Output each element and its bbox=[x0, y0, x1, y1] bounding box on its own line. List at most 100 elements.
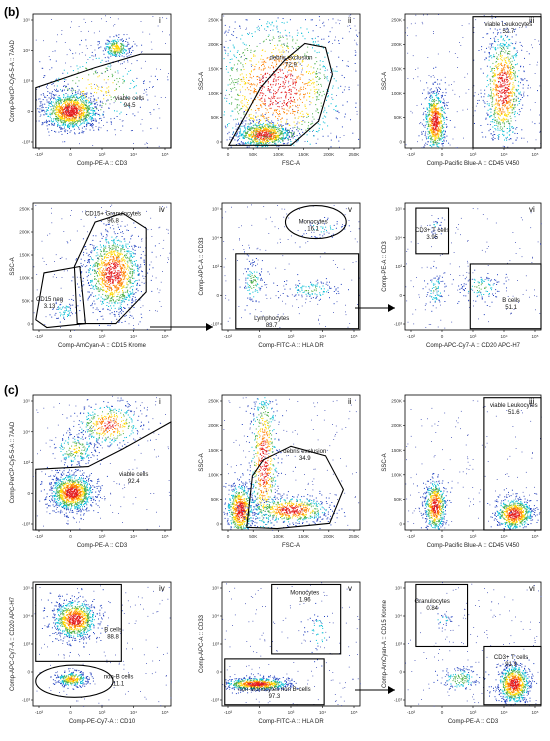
event-point bbox=[252, 35, 253, 37]
event-point bbox=[110, 43, 112, 45]
event-point bbox=[128, 49, 130, 51]
event-point bbox=[252, 125, 254, 127]
event-point bbox=[253, 141, 254, 143]
event-point bbox=[91, 124, 93, 126]
event-point bbox=[72, 97, 73, 99]
event-point bbox=[437, 133, 439, 135]
event-point bbox=[225, 68, 227, 70]
event-point bbox=[432, 134, 434, 136]
event-point bbox=[61, 121, 63, 123]
event-point bbox=[247, 123, 249, 125]
event-point bbox=[243, 81, 245, 83]
event-point bbox=[65, 101, 67, 103]
event-point bbox=[258, 128, 260, 130]
event-point bbox=[305, 71, 307, 73]
event-point bbox=[327, 96, 329, 98]
event-point bbox=[254, 130, 256, 132]
event-point bbox=[428, 124, 430, 126]
event-point bbox=[425, 117, 427, 119]
event-point bbox=[89, 57, 91, 58]
event-point bbox=[120, 63, 121, 65]
event-point bbox=[442, 107, 444, 109]
event-point bbox=[274, 93, 276, 95]
event-point bbox=[287, 134, 289, 136]
event-point bbox=[227, 55, 229, 57]
event-point bbox=[496, 58, 498, 60]
event-point bbox=[239, 127, 241, 129]
event-point bbox=[259, 129, 261, 131]
event-point bbox=[429, 109, 431, 111]
event-point bbox=[91, 69, 93, 71]
event-point bbox=[281, 117, 283, 119]
event-point bbox=[278, 76, 280, 78]
event-point bbox=[492, 62, 494, 64]
event-point bbox=[300, 27, 302, 29]
event-point bbox=[283, 108, 285, 110]
event-point bbox=[425, 121, 427, 123]
event-point bbox=[298, 75, 300, 77]
event-point bbox=[287, 74, 289, 76]
event-point bbox=[108, 107, 110, 109]
event-point bbox=[112, 43, 114, 45]
event-point bbox=[299, 93, 301, 95]
event-point bbox=[69, 48, 71, 50]
event-point bbox=[438, 91, 440, 92]
event-point bbox=[439, 83, 441, 85]
event-point bbox=[275, 136, 277, 138]
event-point bbox=[260, 127, 262, 129]
event-point bbox=[89, 129, 91, 131]
event-point bbox=[433, 122, 435, 124]
event-point bbox=[96, 104, 98, 106]
x-tick-label: 10³ bbox=[99, 152, 106, 157]
event-point bbox=[429, 126, 431, 128]
event-point bbox=[285, 50, 287, 52]
event-point bbox=[492, 136, 494, 138]
event-point bbox=[431, 110, 433, 112]
event-point bbox=[255, 134, 256, 136]
event-point bbox=[58, 99, 60, 101]
event-point bbox=[438, 93, 440, 95]
event-point bbox=[258, 121, 260, 123]
event-point bbox=[234, 79, 236, 81]
event-point bbox=[57, 99, 59, 101]
event-point bbox=[435, 124, 437, 126]
event-point bbox=[116, 110, 118, 112]
event-point bbox=[439, 137, 441, 139]
event-point bbox=[434, 103, 436, 105]
event-point bbox=[506, 66, 508, 68]
event-point bbox=[56, 105, 58, 107]
event-point bbox=[344, 86, 346, 88]
event-point bbox=[92, 127, 94, 129]
event-point bbox=[116, 42, 118, 43]
event-point bbox=[58, 108, 60, 110]
event-point bbox=[73, 108, 75, 110]
event-point bbox=[446, 135, 448, 137]
event-point bbox=[265, 80, 266, 82]
event-point bbox=[310, 123, 312, 125]
event-point bbox=[237, 95, 239, 96]
event-point bbox=[355, 42, 357, 44]
event-point bbox=[129, 48, 130, 49]
event-point bbox=[234, 87, 236, 88]
event-point bbox=[254, 31, 256, 33]
event-point bbox=[259, 128, 261, 130]
event-point bbox=[38, 98, 39, 100]
event-point bbox=[75, 101, 77, 103]
event-point bbox=[515, 34, 517, 36]
event-point bbox=[301, 32, 303, 34]
event-point bbox=[116, 116, 118, 117]
event-point bbox=[86, 107, 88, 108]
event-point bbox=[270, 134, 272, 136]
event-point bbox=[323, 74, 325, 76]
event-point bbox=[82, 78, 83, 79]
event-point bbox=[236, 99, 238, 101]
event-point bbox=[273, 131, 275, 133]
event-point bbox=[432, 99, 434, 101]
event-point bbox=[265, 137, 267, 139]
event-point bbox=[49, 116, 51, 118]
event-point bbox=[266, 23, 268, 25]
event-point bbox=[63, 112, 65, 114]
event-point bbox=[46, 119, 47, 121]
event-point bbox=[253, 119, 255, 121]
event-point bbox=[131, 46, 133, 48]
